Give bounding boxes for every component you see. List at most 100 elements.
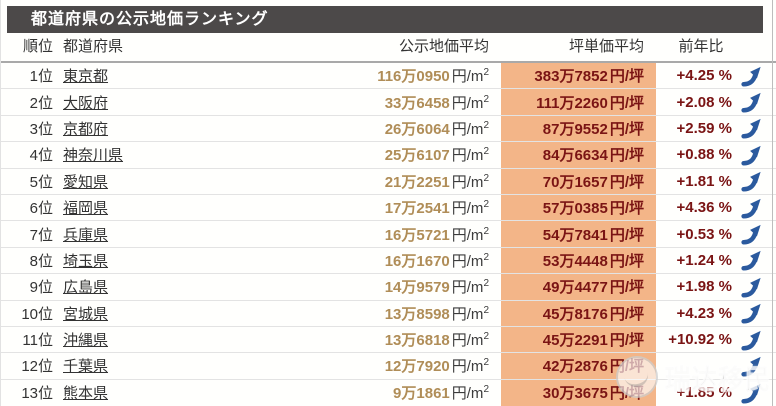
rising-arrow-icon xyxy=(741,224,761,245)
tsubo-price-value: 111万2260 xyxy=(536,94,608,112)
prefecture-cell: 宮城県 xyxy=(53,303,213,324)
header-prefecture: 都道府県 xyxy=(63,38,124,55)
land-price-unit: 円/m2 xyxy=(451,357,489,376)
prefecture-link[interactable]: 埼玉県 xyxy=(63,252,109,270)
yoy-value: +1.81 % xyxy=(676,172,732,190)
yoy-cell xyxy=(656,353,776,378)
tsubo-price-value: 45万8176 xyxy=(542,305,608,323)
tsubo-price-unit: 円/坪 xyxy=(609,358,644,376)
land-price-value: 16万1670 xyxy=(384,252,450,270)
tsubo-price-cell: 45万8176 円/坪 xyxy=(501,300,656,326)
rising-arrow-icon xyxy=(741,304,761,324)
yoy-cell: +2.59 % xyxy=(656,116,776,141)
land-price-cell: 12万7920 円/m2 xyxy=(213,355,489,376)
prefecture-link[interactable]: 愛知県 xyxy=(63,173,109,191)
yoy-cell: +1.98 % xyxy=(656,274,776,299)
tsubo-price-value: 42万2876 xyxy=(542,358,608,376)
tsubo-price-unit: 円/坪 xyxy=(609,173,644,191)
prefecture-link[interactable]: 京都府 xyxy=(63,120,109,138)
tsubo-price-value: 45万2291 xyxy=(542,332,608,350)
prefecture-link[interactable]: 熊本県 xyxy=(63,385,109,403)
tsubo-price-cell: 84万6634 円/坪 xyxy=(501,142,656,168)
land-price-value: 14万9579 xyxy=(384,279,450,297)
tsubo-price-cell: 383万7852 円/坪 xyxy=(501,63,656,89)
tsubo-price-value: 57万0385 xyxy=(542,200,608,218)
table-row: 8位 埼玉県 16万1670 円/m2 53万4448 円/坪 +1.24 % xyxy=(1,247,776,275)
header-land-price: 公示地価平均 xyxy=(398,38,489,55)
land-price-cell: 33万6458 円/m2 xyxy=(213,92,489,113)
prefecture-link[interactable]: 沖縄県 xyxy=(63,332,109,350)
yoy-cell: +4.23 % xyxy=(656,301,776,326)
table-row: 12位 千葉県 12万7920 円/m2 42万2876 円/坪 xyxy=(1,353,776,380)
prefecture-cell: 愛知県 xyxy=(53,171,213,192)
table-row: 3位 京都府 26万6064 円/m2 87万9552 円/坪 +2.59 % xyxy=(1,115,776,143)
prefecture-link[interactable]: 宮城県 xyxy=(63,305,109,323)
tsubo-price-unit: 円/坪 xyxy=(609,279,644,297)
tsubo-price-unit: 円/坪 xyxy=(609,385,644,403)
tsubo-price-cell: 30万3675 円/坪 xyxy=(501,379,656,406)
rank-cell: 5位 xyxy=(29,173,53,191)
rank-cell: 12位 xyxy=(21,358,53,376)
land-price-unit: 円/m2 xyxy=(451,199,489,218)
yoy-cell: +1.81 % xyxy=(656,169,776,194)
table-row: 11位 沖縄県 13万6818 円/m2 45万2291 円/坪 +10.92 % xyxy=(1,326,776,354)
land-price-unit: 円/m2 xyxy=(451,304,489,323)
prefecture-link[interactable]: 広島県 xyxy=(63,279,109,297)
tsubo-price-unit: 円/坪 xyxy=(609,226,644,244)
yoy-value: +4.23 % xyxy=(676,304,732,322)
rising-arrow-icon xyxy=(741,356,761,377)
tsubo-price-value: 383万7852 xyxy=(534,68,608,86)
prefecture-link[interactable]: 兵庫県 xyxy=(63,226,109,244)
yoy-cell: +1.85 % xyxy=(656,380,776,406)
table-header-row: 順位 都道府県 公示地価平均 坪単価平均 前年比 xyxy=(1,33,776,63)
rising-arrow-icon xyxy=(741,92,761,113)
land-price-cell: 14万9579 円/m2 xyxy=(213,276,489,297)
right-border-line xyxy=(772,0,773,406)
table-row: 10位 宮城県 13万8598 円/m2 45万8176 円/坪 +4.23 % xyxy=(1,300,776,327)
table-row: 2位 大阪府 33万6458 円/m2 111万2260 円/坪 +2.08 % xyxy=(1,89,776,116)
rising-arrow-icon xyxy=(741,383,761,404)
prefecture-link[interactable]: 福岡県 xyxy=(63,200,109,218)
header-yoy: 前年比 xyxy=(678,38,724,55)
land-price-unit: 円/m2 xyxy=(451,119,489,138)
land-price-value: 16万5721 xyxy=(384,226,450,244)
tsubo-price-value: 49万4477 xyxy=(542,279,608,297)
prefecture-link[interactable]: 大阪府 xyxy=(63,94,109,112)
land-price-value: 21万2251 xyxy=(384,173,450,191)
rank-cell: 9位 xyxy=(29,279,53,297)
prefecture-cell: 神奈川県 xyxy=(53,144,213,165)
page-title: 都道府県の公示地価ランキング xyxy=(7,6,763,33)
land-price-unit: 円/m2 xyxy=(451,278,489,297)
rank-cell: 1位 xyxy=(29,68,53,86)
tsubo-price-unit: 円/坪 xyxy=(609,68,644,86)
yoy-cell: +4.36 % xyxy=(656,195,776,220)
prefecture-link[interactable]: 千葉県 xyxy=(63,358,109,376)
land-price-cell: 21万2251 円/m2 xyxy=(213,171,489,192)
yoy-value: +2.08 % xyxy=(676,93,732,111)
rank-cell: 11位 xyxy=(22,332,53,350)
header-tsubo-price: 坪単価平均 xyxy=(568,38,644,55)
prefecture-cell: 埼玉県 xyxy=(53,250,213,271)
prefecture-link[interactable]: 神奈川県 xyxy=(63,147,124,165)
rising-arrow-icon xyxy=(741,251,761,271)
yoy-cell: +0.88 % xyxy=(656,142,776,167)
land-price-unit: 円/m2 xyxy=(451,384,489,403)
header-rank: 順位 xyxy=(22,38,53,55)
land-price-value: 12万7920 xyxy=(384,358,450,376)
yoy-value: +4.36 % xyxy=(676,199,732,217)
prefecture-link[interactable]: 東京都 xyxy=(63,68,109,86)
land-price-value: 26万6064 xyxy=(384,120,450,138)
yoy-cell: +2.08 % xyxy=(656,89,776,114)
prefecture-cell: 東京都 xyxy=(53,65,213,86)
yoy-value: +1.85 % xyxy=(676,384,732,402)
land-price-cell: 26万6064 円/m2 xyxy=(213,118,489,139)
yoy-cell: +4.25 % xyxy=(656,63,776,88)
tsubo-price-value: 54万7841 xyxy=(542,226,608,244)
rising-arrow-icon xyxy=(741,330,761,351)
tsubo-price-cell: 57万0385 円/坪 xyxy=(501,194,656,221)
rank-cell: 3位 xyxy=(29,120,53,138)
yoy-value: +0.88 % xyxy=(676,146,732,164)
tsubo-price-cell: 45万2291 円/坪 xyxy=(501,326,656,353)
land-price-value: 33万6458 xyxy=(384,94,450,112)
